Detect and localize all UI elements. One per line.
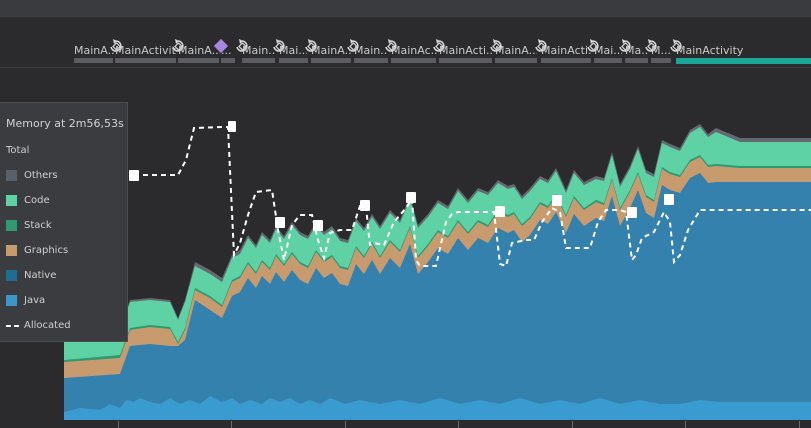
rotate-event-icon[interactable] xyxy=(271,38,287,54)
others-swatch xyxy=(6,170,17,181)
legend-label: Native xyxy=(24,270,57,281)
activity-segment[interactable] xyxy=(495,58,537,63)
rotate-event-icon[interactable] xyxy=(234,38,250,54)
activity-segment[interactable] xyxy=(354,58,388,63)
time-axis xyxy=(0,420,811,428)
axis-tick xyxy=(345,421,346,428)
axis-tick xyxy=(572,421,573,428)
activity-segment[interactable] xyxy=(439,58,492,63)
activity-segment[interactable] xyxy=(221,58,235,63)
axis-tick xyxy=(458,421,459,428)
activity-segment[interactable] xyxy=(242,58,275,63)
rotate-event-icon[interactable] xyxy=(533,38,549,54)
purple-diamond-icon[interactable] xyxy=(213,38,229,54)
activity-label[interactable]: MainA... xyxy=(74,44,114,57)
activity-label[interactable]: MainA... xyxy=(495,44,537,57)
activity-segment[interactable] xyxy=(391,58,436,63)
legend-label: Stack xyxy=(24,220,52,231)
activity-label[interactable]: MainA... xyxy=(311,44,351,57)
stack-swatch xyxy=(6,220,17,231)
memory-tooltip: Memory at 2m56,53s Total Others Code Sta… xyxy=(0,102,128,342)
legend-label: Code xyxy=(24,195,50,206)
legend-label: Allocated xyxy=(24,320,71,331)
trash-can-icon xyxy=(129,121,674,231)
legend-label: Others xyxy=(24,170,58,181)
native-swatch xyxy=(6,270,17,281)
axis-tick xyxy=(118,421,119,428)
activity-label[interactable]: MainActivit... xyxy=(115,44,177,57)
top-strip xyxy=(0,0,811,18)
activity-label[interactable]: Mai... xyxy=(279,44,307,57)
activity-label[interactable]: MainActivity xyxy=(676,44,744,57)
activity-label[interactable]: M... xyxy=(651,44,671,57)
legend-label: Java xyxy=(24,295,46,306)
memory-chart[interactable] xyxy=(0,68,811,428)
activity-label[interactable]: Ma... xyxy=(625,44,649,57)
code-swatch xyxy=(6,195,17,206)
axis-tick xyxy=(685,421,686,428)
activity-segment[interactable] xyxy=(311,58,351,63)
activity-segment-active[interactable] xyxy=(676,58,811,64)
activity-segment[interactable] xyxy=(541,58,591,63)
rotate-event-icon[interactable] xyxy=(643,38,659,54)
rotate-event-icon[interactable] xyxy=(617,38,633,54)
activity-label[interactable]: Main... xyxy=(242,44,276,57)
divider xyxy=(0,67,811,68)
rotate-event-icon[interactable] xyxy=(383,38,399,54)
activity-label[interactable]: MainA... xyxy=(178,44,220,57)
activity-segment[interactable] xyxy=(651,58,671,63)
rotate-event-icon[interactable] xyxy=(431,38,447,54)
activity-label[interactable]: ... xyxy=(221,44,232,57)
activity-segment[interactable] xyxy=(178,58,219,63)
axis-tick xyxy=(231,421,232,428)
rotate-event-icon[interactable] xyxy=(488,38,504,54)
rotate-event-icon[interactable] xyxy=(345,38,361,54)
allocated-dash-swatch xyxy=(6,325,19,327)
axis-tick xyxy=(799,421,800,428)
activity-segment[interactable] xyxy=(115,58,176,63)
activity-label[interactable]: MainActi... xyxy=(541,44,591,57)
activity-label[interactable]: Main... xyxy=(354,44,388,57)
tooltip-title: Memory at 2m56,53s xyxy=(6,117,124,130)
native-area xyxy=(64,396,811,420)
activity-label[interactable]: MainAc... xyxy=(391,44,437,57)
activity-segment[interactable] xyxy=(279,58,308,63)
rotate-event-icon[interactable] xyxy=(108,38,124,54)
tooltip-total-label: Total xyxy=(6,145,30,156)
java-area xyxy=(64,173,811,420)
activity-segment[interactable] xyxy=(625,58,648,63)
rotate-event-icon[interactable] xyxy=(668,38,684,54)
rotate-event-icon[interactable] xyxy=(303,38,319,54)
rotate-event-icon[interactable] xyxy=(585,38,601,54)
rotate-event-icon[interactable] xyxy=(170,38,186,54)
graphics-swatch xyxy=(6,245,17,256)
legend-label: Graphics xyxy=(24,245,69,256)
activity-label[interactable]: Mai... xyxy=(594,44,622,57)
activity-segment[interactable] xyxy=(594,58,622,63)
activity-segment[interactable] xyxy=(74,58,113,63)
java-swatch xyxy=(6,295,17,306)
activity-label[interactable]: MainActi... xyxy=(439,44,493,57)
